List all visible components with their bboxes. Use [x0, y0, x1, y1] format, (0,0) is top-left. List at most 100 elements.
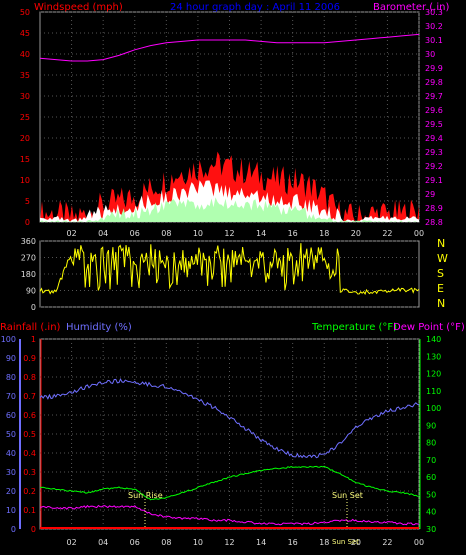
barometer-tick-label: 30.2	[425, 22, 443, 31]
temperature-tick-label: 130	[426, 352, 441, 361]
lower-x-tick-label: 18	[319, 538, 329, 547]
compass-label: W	[437, 252, 448, 265]
direction-left-ticks: 0 90 180 270 360	[21, 237, 36, 312]
wind-x-tick-label: 14	[256, 229, 266, 238]
wind-tick-label: 45	[20, 29, 30, 38]
barometer-tick-label: 29.1	[425, 176, 443, 185]
temperature-tick-label: 120	[426, 370, 441, 379]
temperature-tick-label: 110	[426, 387, 441, 396]
wind-x-tick-label: 20	[351, 229, 361, 238]
wind-tick-label: 25	[20, 113, 30, 122]
lower-x-tick-label: 00	[414, 538, 424, 547]
wind-tick-label: 40	[20, 50, 30, 59]
wind-tick-label: 20	[20, 134, 30, 143]
humidity-tick-label: 0	[11, 525, 16, 534]
humidity-tick-label: 70	[6, 392, 16, 401]
lower-x-tick-label: 02	[66, 538, 76, 547]
humidity-tick-label: 90	[6, 354, 16, 363]
barometer-tick-label: 29.6	[425, 106, 443, 115]
rainfall-tick-label: 0.2	[23, 487, 36, 496]
direction-tick-label: 360	[21, 237, 36, 246]
barometer-tick-label: 28.8	[425, 218, 443, 227]
lower-grid	[19, 338, 421, 530]
barometer-tick-label: 29.2	[425, 162, 443, 171]
wind-x-tick-label: 08	[161, 229, 171, 238]
compass-label: N	[437, 237, 445, 250]
rainfall-tick-label: 0.3	[23, 468, 36, 477]
rainfall-tick-label: 0.6	[23, 411, 36, 420]
rainfall-tick-label: 0.7	[23, 392, 36, 401]
dewpoint-axis-title: Dew Point (°F)	[393, 322, 465, 333]
wind-tick-label: 0	[25, 218, 30, 227]
temperature-tick-label: 70	[426, 456, 436, 465]
lower-x-tick-label: 06	[130, 538, 140, 547]
wind-tick-label: 30	[20, 92, 30, 101]
lower-x-tick-label: 14	[256, 538, 266, 547]
lower-x-tick-label: 04	[98, 538, 108, 547]
sun-set-label-lower: Sun Set	[332, 538, 359, 546]
lower-x-tick-label: 08	[161, 538, 171, 547]
temperature-axis-title: Temperature (°F)	[311, 322, 397, 333]
barometer-tick-label: 30.1	[425, 36, 443, 45]
wind-tick-label: 35	[20, 71, 30, 80]
wind-x-tick-label: 00	[414, 229, 424, 238]
rainfall-ticks: 0 0.1 0.2 0.3 0.4 0.5 0.6 0.7 0.8 0.9 1	[23, 335, 36, 534]
wind-axis-title: Windspeed (mph)	[34, 2, 123, 13]
rainfall-tick-label: 0.8	[23, 373, 36, 382]
barometer-right-ticks: 28.8 28.9 29 29.1 29.2 29.3 29.4 29.5 29.6 29.7 29…	[425, 8, 443, 227]
humidity-tick-label: 10	[6, 506, 16, 515]
sun-set-label: Sun Set	[332, 491, 363, 500]
wind-tick-label: 15	[20, 155, 30, 164]
humidity-axis-title: Humidity (%)	[66, 322, 132, 333]
wind-x-tick-label: 06	[130, 229, 140, 238]
wind-low-area	[40, 197, 419, 222]
wind-x-tick-label: 16	[288, 229, 298, 238]
temperature-ticks: 30 40 50 60 70 80 90 100 110 120 130 140	[426, 335, 441, 534]
barometer-tick-label: 29.4	[425, 134, 443, 143]
sun-rise-label: Sun Rise	[128, 491, 163, 500]
temperature-tick-label: 50	[426, 490, 436, 499]
temperature-tick-label: 30	[426, 525, 436, 534]
wind-x-tick-label: 22	[382, 229, 392, 238]
lower-x-tick-label: 10	[193, 538, 203, 547]
direction-tick-label: 180	[21, 270, 36, 279]
direction-tick-label: 90	[26, 287, 36, 296]
rainfall-axis-title: Rainfall (.in)	[0, 322, 61, 333]
wind-x-tick-label: 02	[66, 229, 76, 238]
rainfall-tick-label: 0.9	[23, 354, 36, 363]
rainfall-tick-label: 1	[31, 335, 36, 344]
humidity-tick-label: 60	[6, 411, 16, 420]
lower-x-tick-label: 22	[382, 538, 392, 547]
wind-tick-label: 5	[25, 197, 30, 206]
barometer-tick-label: 29.7	[425, 92, 443, 101]
temperature-line	[40, 465, 420, 501]
wind-average-area	[40, 180, 419, 222]
lower-x-tick-label: 20	[351, 538, 361, 547]
barometer-tick-label: 30.3	[425, 8, 443, 17]
lower-x-tick-label: 12	[224, 538, 234, 547]
lower-x-ticks: 02 04 06 08 10 12 14 16 18 20 22 00	[66, 538, 424, 547]
rainfall-tick-label: 0	[31, 525, 36, 534]
temperature-tick-label: 90	[426, 421, 436, 430]
wind-x-tick-label: 18	[319, 229, 329, 238]
humidity-tick-label: 30	[6, 468, 16, 477]
lower-series	[39, 377, 420, 529]
direction-tick-label: 0	[31, 303, 36, 312]
barometer-tick-label: 29.8	[425, 78, 443, 87]
wind-x-tick-label: 04	[98, 229, 108, 238]
dewpoint-line	[39, 504, 420, 526]
barometer-tick-label: 30	[425, 50, 435, 59]
barometer-tick-label: 29.5	[425, 120, 443, 129]
temperature-tick-label: 40	[426, 508, 436, 517]
barometer-axis-title: Barometer (.in)	[373, 2, 449, 13]
graph-title: 24 hour graph day : April 11 2006	[170, 2, 340, 13]
temperature-tick-label: 60	[426, 473, 436, 482]
humidity-tick-label: 20	[6, 487, 16, 496]
wind-direction-line	[39, 243, 420, 295]
barometer-line	[39, 33, 420, 62]
barometer-tick-label: 28.9	[425, 204, 443, 213]
direction-tick-label: 270	[21, 254, 36, 263]
wind-grid	[40, 11, 420, 223]
